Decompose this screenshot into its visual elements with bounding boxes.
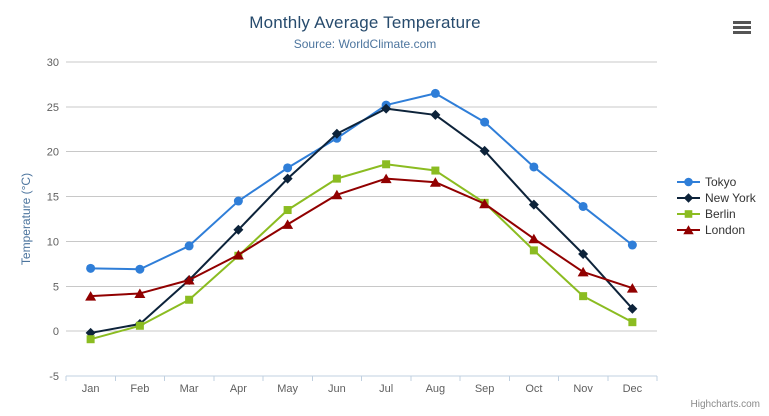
data-point[interactable] bbox=[134, 288, 146, 298]
x-axis-label: Sep bbox=[475, 383, 495, 395]
x-axis-label: Nov bbox=[573, 383, 593, 395]
y-axis-title: Temperature (°C) bbox=[19, 173, 33, 265]
data-point[interactable] bbox=[579, 292, 588, 301]
data-point[interactable] bbox=[380, 173, 392, 184]
data-point[interactable] bbox=[135, 264, 145, 274]
data-point[interactable] bbox=[233, 224, 244, 235]
data-point[interactable] bbox=[183, 275, 195, 285]
y-axis-label: 25 bbox=[47, 102, 59, 114]
credits-link[interactable]: Highcharts.com bbox=[690, 399, 760, 410]
x-axis-label: Aug bbox=[426, 383, 446, 395]
series-new-york bbox=[85, 103, 638, 338]
data-point[interactable] bbox=[683, 193, 694, 203]
data-point[interactable] bbox=[430, 109, 441, 120]
data-point[interactable] bbox=[232, 249, 244, 260]
y-axis-label: -5 bbox=[49, 371, 59, 383]
y-axis-label: 5 bbox=[53, 281, 59, 293]
data-point[interactable] bbox=[85, 291, 97, 301]
y-axis-label: 20 bbox=[47, 147, 59, 159]
legend-label: New York bbox=[705, 191, 756, 205]
data-point[interactable] bbox=[578, 248, 589, 259]
data-point[interactable] bbox=[627, 303, 638, 314]
data-point[interactable] bbox=[185, 295, 194, 304]
legend-marker-circle-icon bbox=[677, 177, 700, 187]
data-point[interactable] bbox=[479, 145, 490, 156]
x-axis-label: Oct bbox=[525, 383, 542, 395]
legend-item-london[interactable]: London bbox=[677, 222, 756, 238]
data-point[interactable] bbox=[381, 103, 392, 114]
context-menu-button[interactable] bbox=[729, 19, 755, 40]
x-axis-label: Jun bbox=[328, 383, 346, 395]
series-line-london[interactable] bbox=[89, 177, 634, 298]
data-point[interactable] bbox=[529, 162, 539, 172]
series-london bbox=[85, 173, 638, 301]
data-point[interactable] bbox=[577, 266, 589, 277]
x-axis-label: Jan bbox=[82, 383, 100, 395]
data-point[interactable] bbox=[429, 177, 441, 187]
data-point[interactable] bbox=[382, 160, 391, 169]
y-axis-label: 30 bbox=[47, 57, 59, 69]
legend-label: Tokyo bbox=[705, 175, 737, 189]
hamburger-icon bbox=[731, 21, 753, 34]
x-axis-label: Apr bbox=[230, 383, 247, 395]
data-point[interactable] bbox=[528, 233, 540, 244]
chart-subtitle: Source: WorldClimate.com bbox=[293, 37, 437, 51]
y-axis-label: 15 bbox=[47, 192, 59, 204]
data-point[interactable] bbox=[233, 196, 243, 206]
x-axis-label: Mar bbox=[180, 383, 199, 395]
data-point[interactable] bbox=[627, 240, 637, 250]
data-point[interactable] bbox=[283, 163, 293, 173]
data-point[interactable] bbox=[683, 225, 694, 235]
data-point[interactable] bbox=[480, 117, 490, 127]
data-point[interactable] bbox=[528, 199, 539, 210]
x-axis-label: Dec bbox=[623, 383, 643, 395]
data-point[interactable] bbox=[684, 177, 693, 187]
legend-label: London bbox=[705, 223, 746, 237]
series-tokyo bbox=[86, 88, 637, 274]
data-point[interactable] bbox=[135, 321, 144, 330]
data-point[interactable] bbox=[529, 246, 538, 255]
y-axis-label: 0 bbox=[53, 326, 59, 338]
series-line-tokyo[interactable] bbox=[89, 92, 634, 271]
data-point[interactable] bbox=[628, 318, 637, 327]
data-point[interactable] bbox=[578, 201, 588, 211]
data-point[interactable] bbox=[430, 88, 440, 98]
data-point[interactable] bbox=[626, 283, 638, 293]
data-point[interactable] bbox=[86, 335, 95, 344]
y-axis-label: 10 bbox=[47, 236, 59, 248]
data-point[interactable] bbox=[331, 189, 343, 200]
legend: Tokyo New York Berlin London bbox=[677, 174, 756, 238]
data-point[interactable] bbox=[331, 128, 342, 139]
data-point[interactable] bbox=[282, 219, 294, 229]
legend-marker-triangle-icon bbox=[677, 225, 700, 235]
data-point[interactable] bbox=[282, 173, 293, 184]
data-point[interactable] bbox=[86, 263, 96, 273]
legend-item-berlin[interactable]: Berlin bbox=[677, 206, 756, 222]
data-point[interactable] bbox=[431, 166, 440, 175]
x-axis-label: May bbox=[277, 383, 298, 395]
x-axis-label: Feb bbox=[130, 383, 149, 395]
data-point[interactable] bbox=[479, 198, 491, 209]
series-line-new-york[interactable] bbox=[89, 107, 634, 334]
legend-item-new-york[interactable]: New York bbox=[677, 190, 756, 206]
data-point[interactable] bbox=[283, 206, 292, 215]
legend-label: Berlin bbox=[705, 207, 736, 221]
chart-title: Monthly Average Temperature bbox=[249, 13, 481, 32]
data-point[interactable] bbox=[684, 210, 693, 218]
x-axis-label: Jul bbox=[379, 383, 393, 395]
legend-marker-diamond-icon bbox=[677, 193, 700, 203]
legend-item-tokyo[interactable]: Tokyo bbox=[677, 174, 756, 190]
data-point[interactable] bbox=[332, 174, 341, 183]
series-line-berlin[interactable] bbox=[89, 163, 634, 341]
legend-marker-square-icon bbox=[677, 210, 700, 218]
data-point[interactable] bbox=[184, 241, 194, 251]
